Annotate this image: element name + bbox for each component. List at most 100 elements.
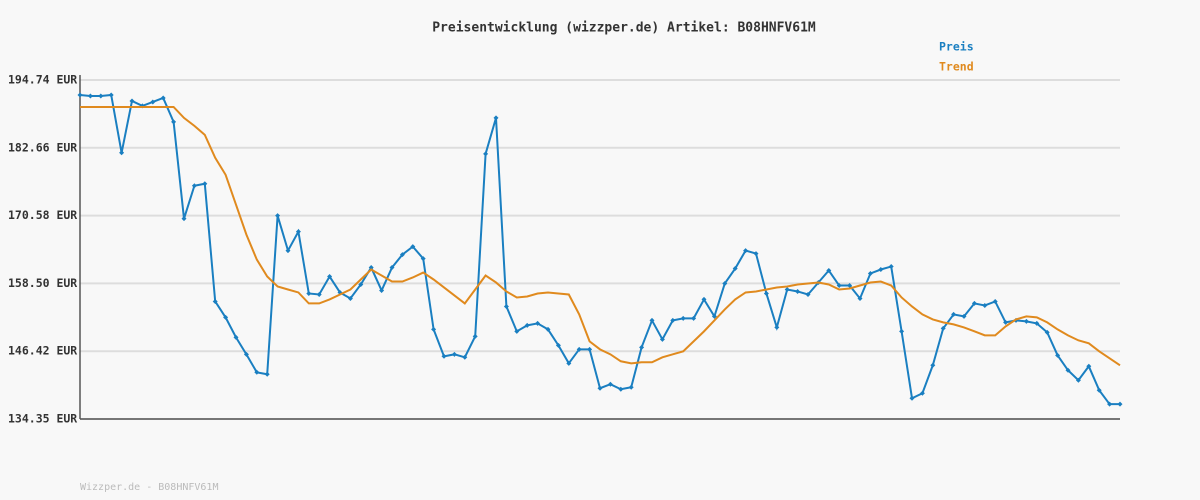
point — [566, 360, 572, 366]
point — [878, 267, 884, 273]
point — [1023, 318, 1029, 324]
point — [451, 351, 457, 357]
point — [784, 286, 790, 292]
point — [275, 213, 281, 219]
point — [295, 229, 301, 235]
point — [108, 92, 114, 98]
point — [1075, 377, 1081, 383]
point — [431, 326, 437, 332]
point — [535, 320, 541, 326]
point — [420, 256, 426, 262]
point — [98, 93, 104, 99]
point — [1107, 401, 1113, 407]
point — [628, 384, 634, 390]
point — [805, 291, 811, 297]
point — [77, 92, 83, 98]
point — [129, 98, 135, 104]
point — [982, 302, 988, 308]
point — [87, 93, 93, 99]
point — [358, 282, 364, 288]
point — [483, 151, 489, 157]
point — [763, 290, 769, 296]
point — [264, 371, 270, 377]
point — [1096, 387, 1102, 393]
point — [691, 315, 697, 321]
point — [701, 296, 707, 302]
point — [753, 251, 759, 257]
legend-label: Trend — [939, 60, 974, 74]
point — [493, 115, 499, 121]
point — [1065, 367, 1071, 373]
point — [940, 325, 946, 331]
point — [181, 216, 187, 222]
y-tick-label: 146.42 EUR — [8, 344, 77, 358]
point — [597, 385, 603, 391]
point — [399, 252, 405, 258]
y-tick-label: 134.35 EUR — [8, 412, 77, 426]
point — [254, 369, 260, 375]
point — [410, 244, 416, 250]
point — [171, 119, 177, 125]
point — [909, 395, 915, 401]
y-tick-label: 158.50 EUR — [8, 276, 77, 290]
point — [368, 265, 374, 271]
point — [680, 315, 686, 321]
y-tick-label: 182.66 EUR — [8, 140, 77, 154]
point — [316, 291, 322, 297]
point — [826, 268, 832, 274]
footer: Wizzper.de - B08HNFV61M — [80, 482, 218, 493]
point — [347, 295, 353, 301]
point — [961, 313, 967, 319]
point — [389, 265, 395, 271]
point — [607, 381, 613, 387]
point — [1117, 401, 1123, 407]
legend-label: Preis — [939, 40, 974, 54]
point — [1034, 320, 1040, 326]
point — [1055, 352, 1061, 358]
point — [1003, 319, 1009, 325]
point — [306, 290, 312, 296]
point — [327, 274, 333, 280]
point — [795, 288, 801, 294]
point — [774, 324, 780, 330]
point — [722, 280, 728, 286]
point — [639, 344, 645, 350]
point — [867, 270, 873, 276]
chart-title: Preisentwicklung (wizzper.de) Artikel: B… — [432, 21, 816, 36]
point — [441, 353, 447, 359]
point — [1086, 363, 1092, 369]
y-tick-label: 170.58 EUR — [8, 208, 77, 222]
line-1 — [80, 105, 1121, 367]
point — [971, 300, 977, 306]
point — [472, 333, 478, 339]
y-tick-label: 194.74 EUR — [8, 73, 77, 87]
point — [119, 150, 125, 156]
point — [711, 313, 717, 319]
point — [379, 287, 385, 293]
point — [576, 346, 582, 352]
point — [743, 248, 749, 254]
point — [150, 99, 156, 105]
point — [670, 317, 676, 323]
point — [524, 322, 530, 328]
point — [191, 183, 197, 189]
point — [847, 283, 853, 289]
point — [930, 362, 936, 368]
point — [587, 346, 593, 352]
point — [992, 298, 998, 304]
point — [545, 326, 551, 332]
point — [514, 328, 520, 334]
point — [285, 248, 291, 254]
point — [649, 317, 655, 323]
point — [659, 336, 665, 342]
point — [919, 390, 925, 396]
point — [503, 303, 509, 309]
point — [857, 295, 863, 301]
point — [836, 283, 842, 289]
point — [618, 386, 624, 392]
point — [951, 311, 957, 317]
point — [1044, 329, 1050, 335]
point — [233, 334, 239, 340]
